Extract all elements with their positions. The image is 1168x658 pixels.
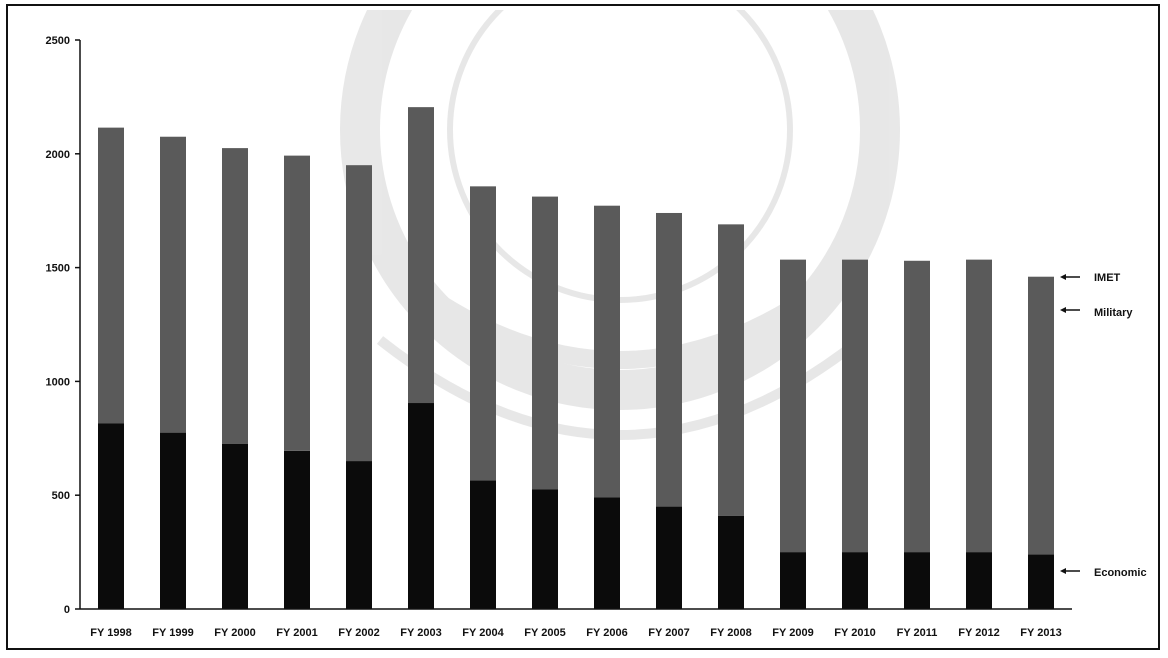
x-tick-label: FY 2009 — [772, 627, 813, 639]
bar-military-fy-2002 — [346, 165, 372, 462]
bar-military-fy-2003 — [408, 107, 434, 404]
y-tick-label: 500 — [52, 490, 70, 502]
x-tick-label: FY 1998 — [90, 627, 131, 639]
bar-economic-fy-1998 — [98, 423, 124, 609]
bar-economic-fy-2008 — [718, 515, 744, 609]
bar-military-fy-1999 — [160, 136, 186, 433]
legend-label-military: Military — [1094, 307, 1133, 319]
x-tick-label: FY 2007 — [648, 627, 689, 639]
bar-military-fy-2000 — [222, 148, 248, 444]
x-tick-label: FY 1999 — [152, 627, 193, 639]
bar-economic-fy-2004 — [470, 480, 496, 609]
x-tick-label: FY 2004 — [462, 627, 504, 639]
bar-military-fy-1998 — [98, 127, 124, 424]
bar-economic-fy-1999 — [160, 432, 186, 609]
y-tick-label: 2500 — [46, 35, 70, 47]
bar-economic-fy-2011 — [904, 552, 930, 609]
x-tick-label: FY 2008 — [710, 627, 751, 639]
x-tick-label: FY 2003 — [400, 627, 441, 639]
bar-military-fy-2009 — [780, 259, 806, 553]
y-tick-label: 1000 — [46, 376, 70, 388]
y-axis: 0 500 1000 1500 2000 2500 — [46, 35, 81, 616]
bar-economic-fy-2010 — [842, 552, 868, 609]
bar-military-fy-2012 — [966, 259, 992, 553]
x-tick-label: FY 2010 — [834, 627, 875, 639]
legend-label-imet: IMET — [1094, 272, 1121, 284]
bar-military-fy-2008 — [718, 224, 744, 516]
bar-economic-fy-2012 — [966, 552, 992, 609]
bar-economic-fy-2013 — [1028, 554, 1054, 609]
bar-military-fy-2007 — [656, 212, 682, 507]
bar-economic-fy-2007 — [656, 506, 682, 609]
x-tick-label: FY 2001 — [276, 627, 317, 639]
legend-arrowhead-economic — [1060, 568, 1066, 574]
x-tick-label: FY 2006 — [586, 627, 627, 639]
x-tick-label: FY 2002 — [338, 627, 379, 639]
legend-arrowhead-military — [1060, 307, 1066, 313]
bar-economic-fy-2000 — [222, 443, 248, 609]
y-tick-label: 2000 — [46, 149, 70, 161]
legend-label-economic: Economic — [1094, 567, 1147, 579]
bars — [98, 107, 1054, 609]
bar-economic-fy-2009 — [780, 552, 806, 609]
x-axis: FY 1998 FY 1999 FY 2000 FY 2001 FY 2002 FY 20… — [80, 608, 1072, 639]
bar-military-fy-2005 — [532, 196, 558, 490]
x-tick-label: FY 2012 — [958, 627, 999, 639]
bar-military-fy-2001 — [284, 155, 310, 451]
bar-military-fy-2011 — [904, 260, 930, 553]
y-tick-label: 1500 — [46, 263, 70, 275]
bar-economic-fy-2001 — [284, 450, 310, 609]
bar-military-fy-2004 — [470, 186, 496, 481]
bar-economic-fy-2002 — [346, 461, 372, 609]
bar-economic-fy-2005 — [532, 489, 558, 609]
bar-military-fy-2013 — [1028, 276, 1054, 555]
bar-military-fy-2010 — [842, 259, 868, 553]
x-tick-label: FY 2011 — [897, 627, 938, 639]
y-tick-label: 0 — [64, 604, 70, 616]
x-tick-label: FY 2000 — [214, 627, 255, 639]
x-tick-label: FY 2013 — [1020, 627, 1061, 639]
legend: IMET Military Economic — [1060, 272, 1147, 579]
legend-arrowhead-imet — [1060, 274, 1066, 280]
bar-military-fy-2006 — [594, 205, 620, 498]
bar-economic-fy-2003 — [408, 403, 434, 609]
x-tick-label: FY 2005 — [524, 627, 565, 639]
bar-economic-fy-2006 — [594, 497, 620, 609]
